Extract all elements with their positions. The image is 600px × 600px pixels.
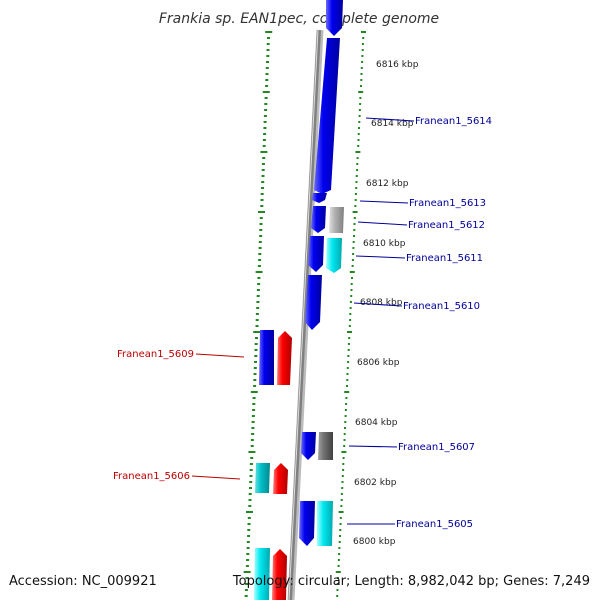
leader-line	[355, 255, 406, 259]
gene-arrow-cyan[interactable]	[254, 548, 270, 600]
genome-backbone	[288, 29, 321, 600]
gene-label-franean1-5609[interactable]: Franean1_5609	[117, 349, 194, 360]
reverse-gene-track	[254, 330, 292, 600]
gene-arrow-red[interactable]	[272, 549, 287, 600]
gene-label-franean1-5614[interactable]: Franean1_5614	[415, 116, 492, 127]
leader-line	[357, 221, 408, 226]
kbp-label-6806: 6806 kbp	[357, 358, 400, 368]
forward-gene-track	[299, 0, 344, 546]
accession-text: Accession: NC_009921	[9, 574, 157, 589]
leader-line	[195, 353, 245, 358]
gene-arrow-red[interactable]	[273, 463, 288, 494]
leader-line	[353, 302, 403, 307]
label-leader-lines	[191, 117, 415, 525]
map-title: Frankia sp. EAN1pec, complete genome	[159, 11, 439, 27]
gene-arrow-gray[interactable]	[318, 432, 333, 460]
leader-line	[348, 445, 398, 448]
gene-label-franean1-5611[interactable]: Franean1_5611	[406, 253, 483, 264]
gene-label-franean1-5610[interactable]: Franean1_5610	[403, 301, 480, 312]
kbp-label-6802: 6802 kbp	[354, 478, 397, 488]
kbp-label-6800: 6800 kbp	[353, 537, 396, 547]
tick-marks	[243, 31, 366, 597]
gene-labels: Franean1_5614 Franean1_5613 Franean1_561…	[113, 116, 492, 530]
gene-label-franean1-5606[interactable]: Franean1_5606	[113, 471, 190, 482]
gene-label-franean1-5612[interactable]: Franean1_5612	[408, 220, 485, 231]
gene-arrow[interactable]	[312, 193, 327, 203]
gene-label-franean1-5607[interactable]: Franean1_5607	[398, 442, 475, 453]
gene-arrow-franean1-5606[interactable]	[255, 463, 270, 493]
kbp-label-6816: 6816 kbp	[376, 60, 419, 70]
gene-arrow-franean1-5605[interactable]	[299, 501, 315, 546]
gene-arrow[interactable]	[326, 0, 343, 36]
gene-arrow-franean1-5612[interactable]	[329, 207, 344, 233]
kbp-labels: 6816 kbp 6814 kbp 6812 kbp 6810 kbp 6808…	[353, 60, 419, 547]
gene-arrow-franean1-5610[interactable]	[305, 275, 322, 330]
leader-line	[365, 117, 415, 122]
gene-arrow-cyan[interactable]	[326, 238, 342, 273]
gene-arrow-franean1-5609[interactable]	[259, 330, 274, 385]
topology-text: Topology: circular; Length: 8,982,042 bp…	[232, 574, 590, 589]
kbp-label-6808: 6808 kbp	[360, 298, 403, 308]
gene-arrow-red[interactable]	[277, 331, 292, 385]
gene-arrow-franean1-5611[interactable]	[308, 236, 324, 272]
gene-label-franean1-5605[interactable]: Franean1_5605	[396, 519, 473, 530]
gene-label-franean1-5613[interactable]: Franean1_5613	[409, 198, 486, 209]
gene-arrow-cyan[interactable]	[317, 501, 333, 546]
gene-arrow-franean1-5607[interactable]	[301, 432, 316, 460]
kbp-label-6814: 6814 kbp	[371, 119, 414, 129]
kbp-label-6804: 6804 kbp	[355, 418, 398, 428]
gene-arrow-franean1-5613[interactable]	[311, 206, 326, 233]
kbp-label-6812: 6812 kbp	[366, 179, 409, 189]
leader-line	[359, 200, 409, 204]
genome-backbone-highlight	[288, 29, 319, 600]
kbp-label-6810: 6810 kbp	[363, 239, 406, 249]
leader-line	[191, 475, 241, 480]
gene-arrow-franean1-5614[interactable]	[314, 38, 340, 194]
